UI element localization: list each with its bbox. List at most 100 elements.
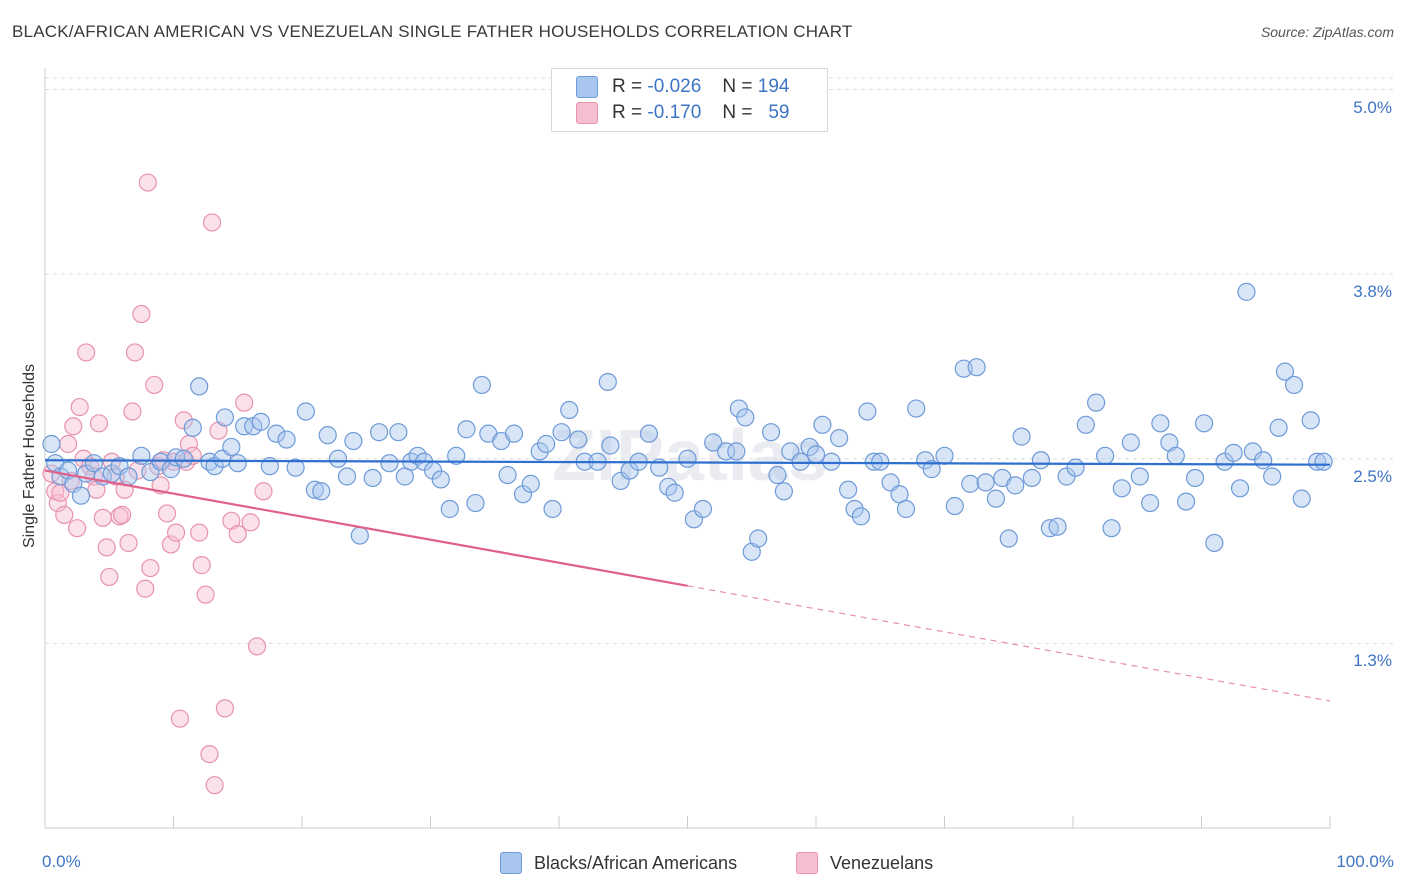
black-african-american-point (1254, 451, 1273, 470)
black-african-american-point (222, 437, 241, 457)
black-african-american-point (967, 358, 986, 377)
venezuelan-point (119, 533, 138, 553)
black-african-american-point (1130, 467, 1149, 486)
venezuelan-point (141, 558, 160, 578)
black-african-american-point (119, 467, 138, 486)
black-african-american-point (1237, 282, 1256, 301)
bottom-legend-venezuelans: Venezuelans (796, 852, 933, 874)
venezuelan-point (89, 414, 109, 433)
black-african-american-point (337, 467, 357, 486)
legend-r-label: R = (612, 102, 643, 123)
black-african-american-point (328, 449, 348, 468)
black-african-american-point (1314, 452, 1333, 471)
black-african-american-point (839, 480, 858, 499)
venezuelan-point (190, 523, 209, 542)
black-african-american-point (228, 454, 247, 473)
venezuelan-point (74, 449, 93, 468)
venezuelan-point (97, 538, 116, 557)
bottom-legend-swatch-blue (500, 852, 522, 874)
black-african-american-point (296, 402, 315, 421)
black-african-american-point (132, 446, 151, 465)
black-african-american-point (277, 430, 296, 449)
legend-swatch-pink (576, 102, 598, 124)
black-african-american-point (440, 499, 459, 519)
black-african-american-point (1048, 517, 1067, 536)
black-african-american-point (945, 496, 964, 516)
legend-r-label: R = (612, 76, 643, 97)
black-african-american-point (543, 499, 562, 519)
bottom-legend-swatch-pink (796, 852, 818, 874)
chart-title: BLACK/AFRICAN AMERICAN VS VENEZUELAN SIN… (12, 22, 853, 41)
venezuelan-point (170, 709, 190, 728)
black-african-american-point (537, 434, 556, 454)
black-african-american-point (389, 423, 408, 442)
black-african-american-point (1040, 519, 1059, 538)
black-african-american-point (530, 442, 549, 461)
black-african-american-point (1121, 433, 1140, 452)
black-african-american-point (1275, 362, 1295, 381)
y-tick-label: 2.5% (1353, 466, 1392, 486)
black-african-american-point (1012, 427, 1031, 446)
black-african-american-point (1151, 414, 1170, 433)
legend-n-label: N = (722, 76, 753, 97)
black-african-american-point (693, 499, 713, 519)
black-african-american-point (800, 437, 819, 457)
black-african-american-point (1022, 468, 1041, 488)
venezuelan-point (112, 505, 132, 524)
black-african-american-point (312, 482, 331, 501)
venezuelan-point (70, 397, 89, 417)
venezuelan-point (205, 776, 224, 795)
black-african-american-point (472, 375, 491, 395)
black-african-american-point (1087, 393, 1106, 412)
black-african-american-point (678, 449, 697, 468)
venezuelan-point (123, 402, 142, 421)
venezuelan-point (64, 417, 83, 436)
black-african-american-point (1096, 446, 1115, 465)
venezuelan-point (145, 375, 164, 395)
black-african-american-point (1031, 451, 1050, 470)
venezuelan-point (138, 173, 157, 192)
black-african-american-point (504, 424, 524, 443)
black-african-american-point (466, 493, 485, 513)
black-african-american-point (1224, 443, 1243, 462)
venezuelan-point (196, 585, 215, 604)
venezuelan-point (68, 519, 87, 538)
black-african-american-point (251, 412, 270, 431)
grid-lines (45, 77, 1395, 644)
black-african-american-point (498, 465, 517, 485)
black-african-american-point (71, 486, 91, 505)
venezuelan-point (51, 483, 70, 502)
black-african-american-point (665, 483, 684, 502)
legend-n-value: 59 (768, 102, 790, 123)
black-african-american-point (774, 482, 793, 501)
venezuelan-point (93, 508, 112, 527)
black-african-american-point (1284, 375, 1304, 395)
black-african-american-point (370, 423, 389, 442)
black-african-american-point (830, 428, 849, 448)
black-african-american-point (749, 529, 768, 548)
black-african-american-point (190, 377, 209, 396)
legend-swatch-blue (576, 76, 598, 98)
black-african-american-point (110, 457, 129, 476)
bottom-legend-label: Venezuelans (830, 852, 934, 873)
black-african-american-point (183, 418, 202, 437)
correlation-legend: R = -0.026 N = 194 R = -0.170 N = 59 (551, 68, 828, 132)
black-african-american-point (896, 499, 916, 519)
black-african-american-point (922, 460, 941, 479)
venezuelan-point (235, 393, 254, 412)
x-tick-label: 0.0% (42, 852, 81, 871)
black-african-american-point (961, 474, 980, 493)
pink-trend-line-solid (44, 469, 688, 587)
black-african-american-point (84, 454, 103, 473)
venezuelan-point (215, 699, 234, 718)
black-african-american-point (344, 431, 363, 451)
venezuelan-point (241, 513, 260, 532)
black-african-american-point (729, 399, 749, 418)
black-african-american-point (1263, 467, 1282, 486)
y-tick-label: 3.8% (1353, 282, 1392, 302)
black-african-american-point (851, 507, 871, 526)
black-african-american-point (727, 442, 746, 461)
y-tick-label: 1.3% (1353, 651, 1392, 671)
black-african-american-point (736, 408, 755, 427)
black-african-american-point (1185, 468, 1205, 488)
